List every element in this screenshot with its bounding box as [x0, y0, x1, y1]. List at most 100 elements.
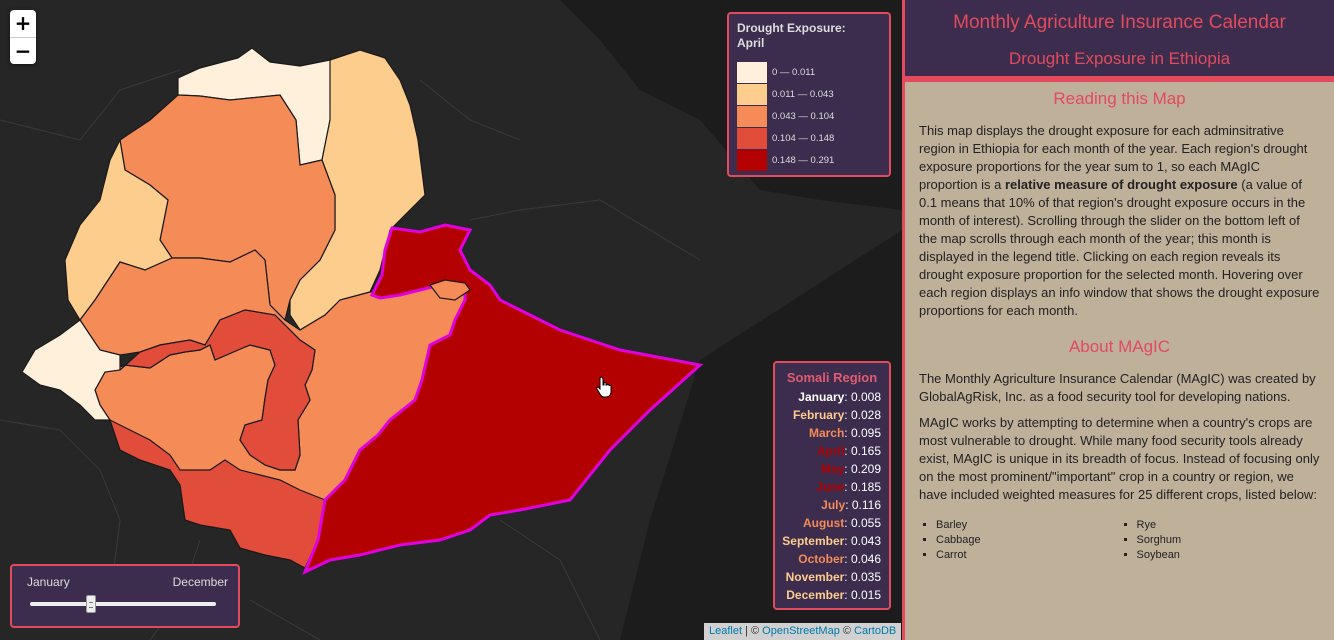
- crop-item: Soybean: [1137, 548, 1321, 563]
- zoom-control: + −: [10, 10, 36, 64]
- info-month-row: June: 0.185: [775, 478, 881, 496]
- info-month-name: May: [820, 462, 845, 476]
- info-month-row: April: 0.165: [775, 442, 881, 460]
- info-region-title: Somali Region: [786, 370, 878, 385]
- info-month-value: : 0.046: [844, 552, 881, 566]
- hand-cursor-icon: [596, 376, 612, 398]
- legend-item: 0 — 0.011: [737, 61, 881, 83]
- legend-label: 0 — 0.011: [772, 66, 816, 78]
- zoom-out-button[interactable]: −: [10, 37, 36, 64]
- crop-list-right: RyeSorghumSoybean: [1120, 518, 1321, 563]
- info-month-value: : 0.028: [844, 408, 881, 422]
- info-month-name: August: [802, 516, 845, 530]
- info-month-row: January: 0.008: [775, 388, 881, 406]
- panel-header: Monthly Agriculture Insurance Calendar D…: [905, 0, 1334, 82]
- map-view[interactable]: + − Drought Exposure: April 0 — 0.011 0.0…: [0, 0, 902, 640]
- map-attribution: Leaflet | © OpenStreetMap © CartoDB: [704, 623, 902, 640]
- crop-item: Sorghum: [1137, 533, 1321, 548]
- legend-title: Drought Exposure: April: [737, 21, 881, 51]
- region-info-window: Somali Region January: 0.008 February: 0.…: [773, 361, 891, 610]
- info-month-name: November: [785, 570, 845, 584]
- info-month-name: September: [782, 534, 845, 548]
- info-month-value: : 0.035: [844, 570, 881, 584]
- slider-max-label: December: [172, 575, 228, 589]
- info-month-value: : 0.165: [844, 444, 881, 458]
- about-paragraph-2: MAgIC works by attempting to determine w…: [919, 415, 1320, 502]
- info-month-name: March: [808, 426, 845, 440]
- leaflet-link[interactable]: Leaflet: [709, 625, 743, 637]
- zoom-in-button[interactable]: +: [14, 11, 32, 35]
- legend-item: 0.148 — 0.291: [737, 149, 881, 171]
- reading-bold: relative measure of drought exposure: [1005, 177, 1238, 192]
- info-month-name: June: [816, 480, 845, 494]
- reading-paragraph: This map displays the drought exposure f…: [919, 122, 1320, 320]
- legend-label: 0.104 — 0.148: [772, 132, 835, 144]
- basemap: [0, 47, 704, 640]
- legend-label: 0.148 — 0.291: [772, 154, 835, 166]
- legend-label: 0.043 — 0.104: [772, 110, 835, 122]
- osm-link[interactable]: OpenStreetMap: [762, 625, 840, 637]
- legend-items: 0 — 0.011 0.011 — 0.043 0.043 — 0.104 0.104…: [737, 61, 881, 171]
- about-paragraph-1: The Monthly Agriculture Insurance Calend…: [919, 371, 1316, 404]
- info-month-row: September: 0.043: [775, 532, 881, 550]
- reading-text-2: (a value of 0.1 means that 10% of that r…: [919, 177, 1320, 318]
- page-title: Monthly Agriculture Insurance Calendar: [953, 12, 1286, 33]
- legend-item: 0.104 — 0.148: [737, 127, 881, 149]
- legend-swatch: [737, 61, 767, 83]
- attribution-separator: | ©: [742, 625, 763, 637]
- slider-min-label: January: [27, 575, 70, 589]
- panel-body: Reading this Map This map displays the d…: [905, 82, 1334, 563]
- legend-title-line1: Drought Exposure:: [737, 21, 846, 35]
- info-month-row: November: 0.035: [775, 568, 881, 586]
- info-month-value: : 0.209: [844, 462, 881, 476]
- carto-link[interactable]: CartoDB: [854, 625, 897, 637]
- crop-list: BarleyCabbageCarrot RyeSorghumSoybean: [919, 518, 1320, 563]
- info-month-row: February: 0.028: [775, 406, 881, 424]
- legend-swatch: [737, 127, 767, 149]
- region-gambela[interactable]: [21, 319, 121, 421]
- info-month-list: January: 0.008 February: 0.028 March: 0.09…: [775, 388, 881, 604]
- month-slider-panel: January December: [10, 564, 240, 628]
- info-month-name: October: [798, 552, 845, 566]
- crop-item: Carrot: [936, 548, 1120, 563]
- info-month-value: : 0.015: [844, 588, 881, 602]
- legend-item: 0.043 — 0.104: [737, 105, 881, 127]
- info-month-value: : 0.095: [844, 426, 881, 440]
- info-month-row: August: 0.055: [775, 514, 881, 532]
- info-month-row: July: 0.116: [775, 496, 881, 514]
- info-month-value: : 0.185: [844, 480, 881, 494]
- legend-label: 0.011 — 0.043: [772, 88, 834, 100]
- info-month-value: : 0.008: [844, 390, 881, 404]
- info-month-name: February: [792, 408, 845, 422]
- info-month-row: March: 0.095: [775, 424, 881, 442]
- page-subtitle: Drought Exposure in Ethiopia: [1008, 49, 1231, 68]
- legend-swatch: [737, 105, 767, 127]
- info-month-name: December: [786, 588, 845, 602]
- info-month-row: December: 0.015: [775, 586, 881, 604]
- legend-item: 0.011 — 0.043: [737, 83, 881, 105]
- about-heading: About MAgIC: [1068, 337, 1171, 356]
- crop-item: Cabbage: [936, 533, 1120, 548]
- info-month-value: : 0.116: [845, 498, 881, 512]
- info-month-name: July: [821, 498, 846, 512]
- attribution-separator: ©: [839, 625, 855, 637]
- reading-text-1: This map displays the drought exposure f…: [919, 123, 1308, 192]
- slider-handle[interactable]: [86, 595, 96, 613]
- info-month-row: October: 0.046: [775, 550, 881, 568]
- crop-list-left: BarleyCabbageCarrot: [919, 518, 1120, 563]
- legend-swatch: [737, 83, 767, 105]
- side-panel: Monthly Agriculture Insurance Calendar D…: [902, 0, 1334, 640]
- info-month-row: May: 0.209: [775, 460, 881, 478]
- reading-heading: Reading this Map: [1053, 89, 1186, 108]
- crop-item: Barley: [936, 518, 1120, 533]
- region-dire-dawa[interactable]: [429, 279, 471, 301]
- crop-item: Rye: [1137, 518, 1321, 533]
- info-month-value: : 0.043: [844, 534, 881, 548]
- info-month-value: : 0.055: [844, 516, 881, 530]
- legend-month: April: [737, 36, 765, 50]
- legend-swatch: [737, 149, 767, 171]
- slider-track[interactable]: [30, 602, 216, 606]
- info-month-name: April: [816, 444, 845, 458]
- info-month-name: January: [798, 390, 845, 404]
- map-legend: Drought Exposure: April 0 — 0.011 0.011 —…: [727, 12, 891, 177]
